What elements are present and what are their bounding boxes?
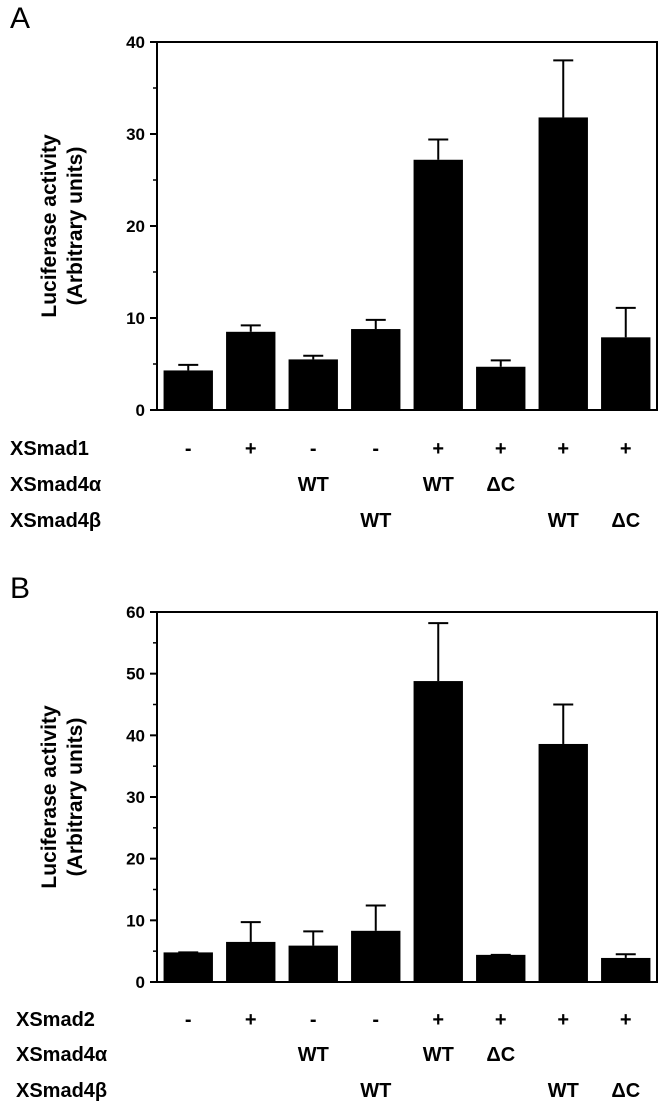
panel-a-condition-cell: ΔC xyxy=(611,510,640,532)
panel-a-condition-row-label: XSmad1 xyxy=(10,438,89,460)
panel-a-y-tick-label: 20 xyxy=(126,217,145,236)
panel-b-condition-cell: WT xyxy=(298,1044,329,1066)
panel-b-y-tick-label: 50 xyxy=(126,665,145,684)
panel-b-condition-row-label: XSmad4β xyxy=(16,1080,107,1102)
panel-b-condition-cell: + xyxy=(432,1009,444,1031)
panel-b-y-axis-title: Luciferase activity xyxy=(38,705,61,889)
panel-a-condition-cell: + xyxy=(620,438,632,460)
panel-b-condition-cell: + xyxy=(495,1009,507,1031)
panel-a-condition-row-label: XSmad4α xyxy=(10,474,102,496)
panel-a-condition-cell: - xyxy=(310,438,317,460)
panel-b-y-tick-label: 0 xyxy=(136,973,145,992)
panel-a-condition-cell: WT xyxy=(298,474,329,496)
panel-b-condition-cell: ΔC xyxy=(486,1044,515,1066)
panel-a-condition-cell: + xyxy=(245,438,257,460)
panel-a-condition-cell: WT xyxy=(548,510,579,532)
panel-a-condition-cell: WT xyxy=(360,510,391,532)
panel-a-bar xyxy=(538,117,588,410)
panel-a-condition-cell: + xyxy=(495,438,507,460)
panel-a: A 0 10 20 30 40 Luciferase activity (Arbitrary … xyxy=(10,2,658,532)
panel-a-condition-row-label: XSmad4β xyxy=(10,510,101,532)
panel-a-bar xyxy=(163,370,213,410)
panel-b-bar xyxy=(476,954,526,982)
panel-b-condition-cell: + xyxy=(245,1009,257,1031)
panel-a-y-tick-label: 0 xyxy=(136,401,145,420)
panel-a-bar xyxy=(601,337,651,410)
panel-a-bar xyxy=(226,331,276,410)
panel-b-y-tick-label: 30 xyxy=(126,788,145,807)
panel-a-y-axis-subtitle: (Arbitrary units) xyxy=(64,147,87,306)
panel-b-y-tick-label: 10 xyxy=(126,911,145,930)
panel-b-bar xyxy=(288,945,338,982)
panel-b-y-tick-label: 60 xyxy=(126,603,145,622)
panel-b-y-tick-label: 40 xyxy=(126,726,145,745)
panel-a-condition-cell: + xyxy=(557,438,569,460)
panel-b-bar xyxy=(163,952,213,982)
panel-b-bar xyxy=(601,957,651,982)
panel-b-condition-cell: WT xyxy=(548,1080,579,1102)
panel-a-condition-cell: + xyxy=(432,438,444,460)
panel-b: B 0 10 20 30 40 50 60 Luciferase activity (Arbitr… xyxy=(10,572,658,1102)
panel-a-y-tick-label: 10 xyxy=(126,309,145,328)
panel-b-bar xyxy=(226,941,276,982)
panel-b-condition-cell: WT xyxy=(360,1080,391,1102)
panel-b-condition-cell: - xyxy=(372,1009,379,1031)
panel-b-condition-cell: + xyxy=(557,1009,569,1031)
panel-a-bar xyxy=(476,366,526,410)
panel-a-bar xyxy=(288,359,338,410)
panel-b-bar xyxy=(413,681,463,982)
panel-a-condition-cell: WT xyxy=(423,474,454,496)
panel-b-condition-cell: + xyxy=(620,1009,632,1031)
panel-b-bar xyxy=(538,743,588,982)
panel-b-condition-row-label: XSmad4α xyxy=(16,1044,108,1066)
panel-b-condition-cell: - xyxy=(185,1009,192,1031)
panel-a-y-axis-title: Luciferase activity xyxy=(38,134,61,318)
panel-b-y-axis-subtitle: (Arbitrary units) xyxy=(64,718,87,877)
panel-b-condition-row-label: XSmad2 xyxy=(16,1009,95,1031)
panel-a-condition-cell: ΔC xyxy=(486,474,515,496)
panel-a-y-tick-label: 40 xyxy=(126,33,145,52)
panel-b-condition-cell: WT xyxy=(423,1044,454,1066)
panel-b-y-tick-label: 20 xyxy=(126,850,145,869)
panel-a-y-tick-label: 30 xyxy=(126,125,145,144)
panel-a-bar xyxy=(351,329,401,410)
panel-a-condition-cell: - xyxy=(372,438,379,460)
panel-b-condition-cell: ΔC xyxy=(611,1080,640,1102)
panel-b-bar xyxy=(351,930,401,982)
panel-a-bar xyxy=(413,159,463,410)
panel-b-condition-cell: - xyxy=(310,1009,317,1031)
panel-a-condition-cell: - xyxy=(185,438,192,460)
panel-a-label: A xyxy=(10,2,30,35)
panel-b-label: B xyxy=(10,572,30,605)
